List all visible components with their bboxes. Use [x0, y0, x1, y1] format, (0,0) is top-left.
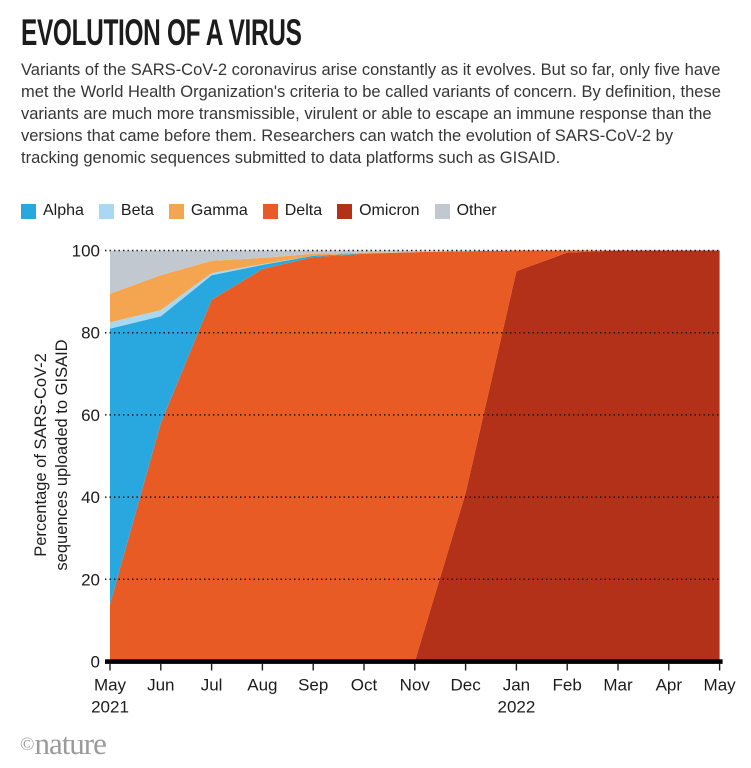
x-tick-label-5: Oct	[351, 676, 378, 695]
area-other	[110, 250, 720, 294]
legend-label-omicron: Omicron	[359, 202, 420, 219]
legend-swatch-other	[434, 203, 450, 219]
description-paragraph: Variants of the SARS-CoV-2 coronavirus a…	[21, 61, 721, 167]
x-tick-label-10: Mar	[603, 676, 633, 695]
legend-item-beta: Beta	[98, 202, 154, 220]
area-omicron	[110, 250, 720, 662]
y-axis-title-line-2: sequences uploaded to GISAID	[53, 339, 71, 570]
x-tick-label-9: Feb	[553, 676, 582, 695]
y-tick-label-80: 80	[81, 324, 100, 343]
legend-swatch-beta	[98, 203, 114, 219]
legend-item-omicron: Omicron	[337, 202, 420, 220]
x-tick-label-0: May	[94, 676, 127, 695]
page-title: EVOLUTION OF A VIRUS	[21, 12, 446, 54]
legend-label-gamma: Gamma	[190, 202, 248, 219]
y-tick-label-40: 40	[81, 488, 100, 507]
legend-swatch-omicron	[337, 203, 353, 219]
y-tick-label-0: 0	[91, 653, 100, 672]
x-tick-label-2: Jul	[201, 676, 223, 695]
x-tick-label-8: Jan	[503, 676, 530, 695]
x-tick-label-6: Nov	[400, 676, 431, 695]
legend-swatch-alpha	[21, 203, 36, 219]
area-delta	[110, 250, 720, 662]
legend-item-other: Other	[434, 202, 497, 220]
legend-swatch-gamma	[168, 203, 184, 219]
y-tick-label-100: 100	[72, 242, 100, 261]
x-tick-label-12: May	[704, 676, 737, 695]
legend-label-beta: Beta	[120, 202, 154, 219]
y-tick-label-60: 60	[81, 406, 100, 425]
legend-item-gamma: Gamma	[168, 202, 248, 220]
x-tick-label-4: Sep	[298, 676, 328, 695]
y-axis-title-line-1: Percentage of SARS-CoV-2	[32, 353, 50, 557]
x-axis-line	[105, 659, 723, 664]
copyright-symbol: ©	[20, 734, 35, 755]
legend-item-alpha: Alpha	[21, 202, 84, 220]
x-year-label-2021: 2021	[91, 698, 129, 717]
legend-item-delta: Delta	[262, 202, 323, 220]
x-tick-label-11: Apr	[656, 676, 683, 695]
legend-swatch-delta	[262, 203, 278, 219]
x-tick-label-1: Jun	[147, 676, 174, 695]
x-tick-label-7: Dec	[450, 676, 481, 695]
legend-label-alpha: Alpha	[43, 202, 84, 219]
y-tick-label-20: 20	[81, 570, 100, 589]
legend-label-delta: Delta	[284, 202, 323, 219]
x-year-label-2022: 2022	[497, 698, 535, 717]
nature-logo: nature	[34, 726, 106, 761]
nature-credit: ©nature	[20, 726, 107, 762]
legend-label-other: Other	[456, 202, 497, 219]
x-tick-label-3: Aug	[247, 676, 277, 695]
chart-legend: Alpha Beta Gamma Delta Omicron Other	[21, 202, 497, 220]
page-title-text: EVOLUTION OF A VIRUS	[21, 12, 302, 53]
